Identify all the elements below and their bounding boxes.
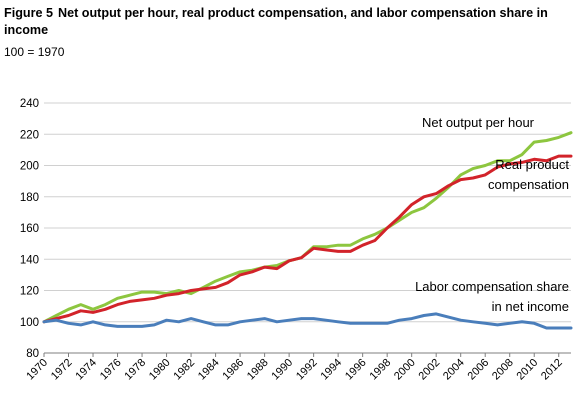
x-tick-label: 1988 (245, 357, 271, 383)
x-tick-label: 1982 (171, 357, 197, 383)
y-tick-label: 80 (26, 348, 39, 360)
series-label-2: Labor compensation share (415, 279, 569, 294)
x-tick-label: 2008 (490, 357, 516, 383)
chart-title: Figure 5 Net output per hour, real produc… (4, 5, 564, 39)
series-label-1: compensation (488, 177, 569, 192)
y-axis: 80 100 120 140 160 180 200 220 240 (20, 98, 39, 360)
x-tick-label: 1972 (49, 357, 75, 383)
x-tick-label: 1978 (122, 357, 148, 383)
figure-title: Net output per hour, real product compen… (4, 6, 548, 37)
x-tick-label: 1990 (269, 357, 295, 383)
x-tick-label: 1992 (294, 357, 320, 383)
x-axis: 1970197219741976197819801982198419861988… (24, 353, 565, 382)
y-tick-label: 120 (20, 286, 39, 298)
figure-number: Figure 5 (4, 6, 53, 20)
x-tick-label: 2000 (392, 357, 418, 383)
y-tick-label: 240 (20, 98, 39, 110)
series-labels: Net output per hour Real product compensat… (415, 115, 569, 314)
y-tick-label: 100 (20, 317, 39, 329)
y-tick-label: 140 (20, 254, 39, 266)
series-label-2: in net income (492, 299, 569, 314)
x-tick-label: 1996 (343, 357, 369, 383)
series-label-0: Net output per hour (422, 115, 535, 130)
x-tick-label: 2002 (417, 357, 443, 383)
series-label-1: Real product (495, 157, 569, 172)
x-tick-label: 2004 (441, 357, 467, 383)
y-tick-label: 180 (20, 192, 39, 204)
x-tick-label: 1994 (318, 357, 344, 383)
x-tick-label: 2006 (466, 357, 492, 383)
series-line-2 (42, 312, 573, 330)
gridlines (44, 102, 571, 354)
x-tick-label: 1976 (98, 357, 124, 383)
x-tick-label: 1986 (220, 357, 246, 383)
x-tick-label: 2010 (515, 357, 541, 383)
x-tick-label: 2012 (539, 357, 565, 383)
y-tick-label: 220 (20, 129, 39, 141)
x-tick-label: 1980 (147, 357, 173, 383)
series-line-1 (42, 154, 573, 324)
x-tick-label: 1974 (73, 357, 99, 383)
x-tick-label: 1998 (367, 357, 393, 383)
x-tick-label: 1970 (24, 357, 50, 383)
x-tick-label: 1984 (196, 357, 222, 383)
series-lines (42, 131, 573, 330)
y-tick-label: 200 (20, 161, 39, 173)
index-note: 100 = 1970 (4, 45, 65, 59)
y-tick-label: 160 (20, 223, 39, 235)
